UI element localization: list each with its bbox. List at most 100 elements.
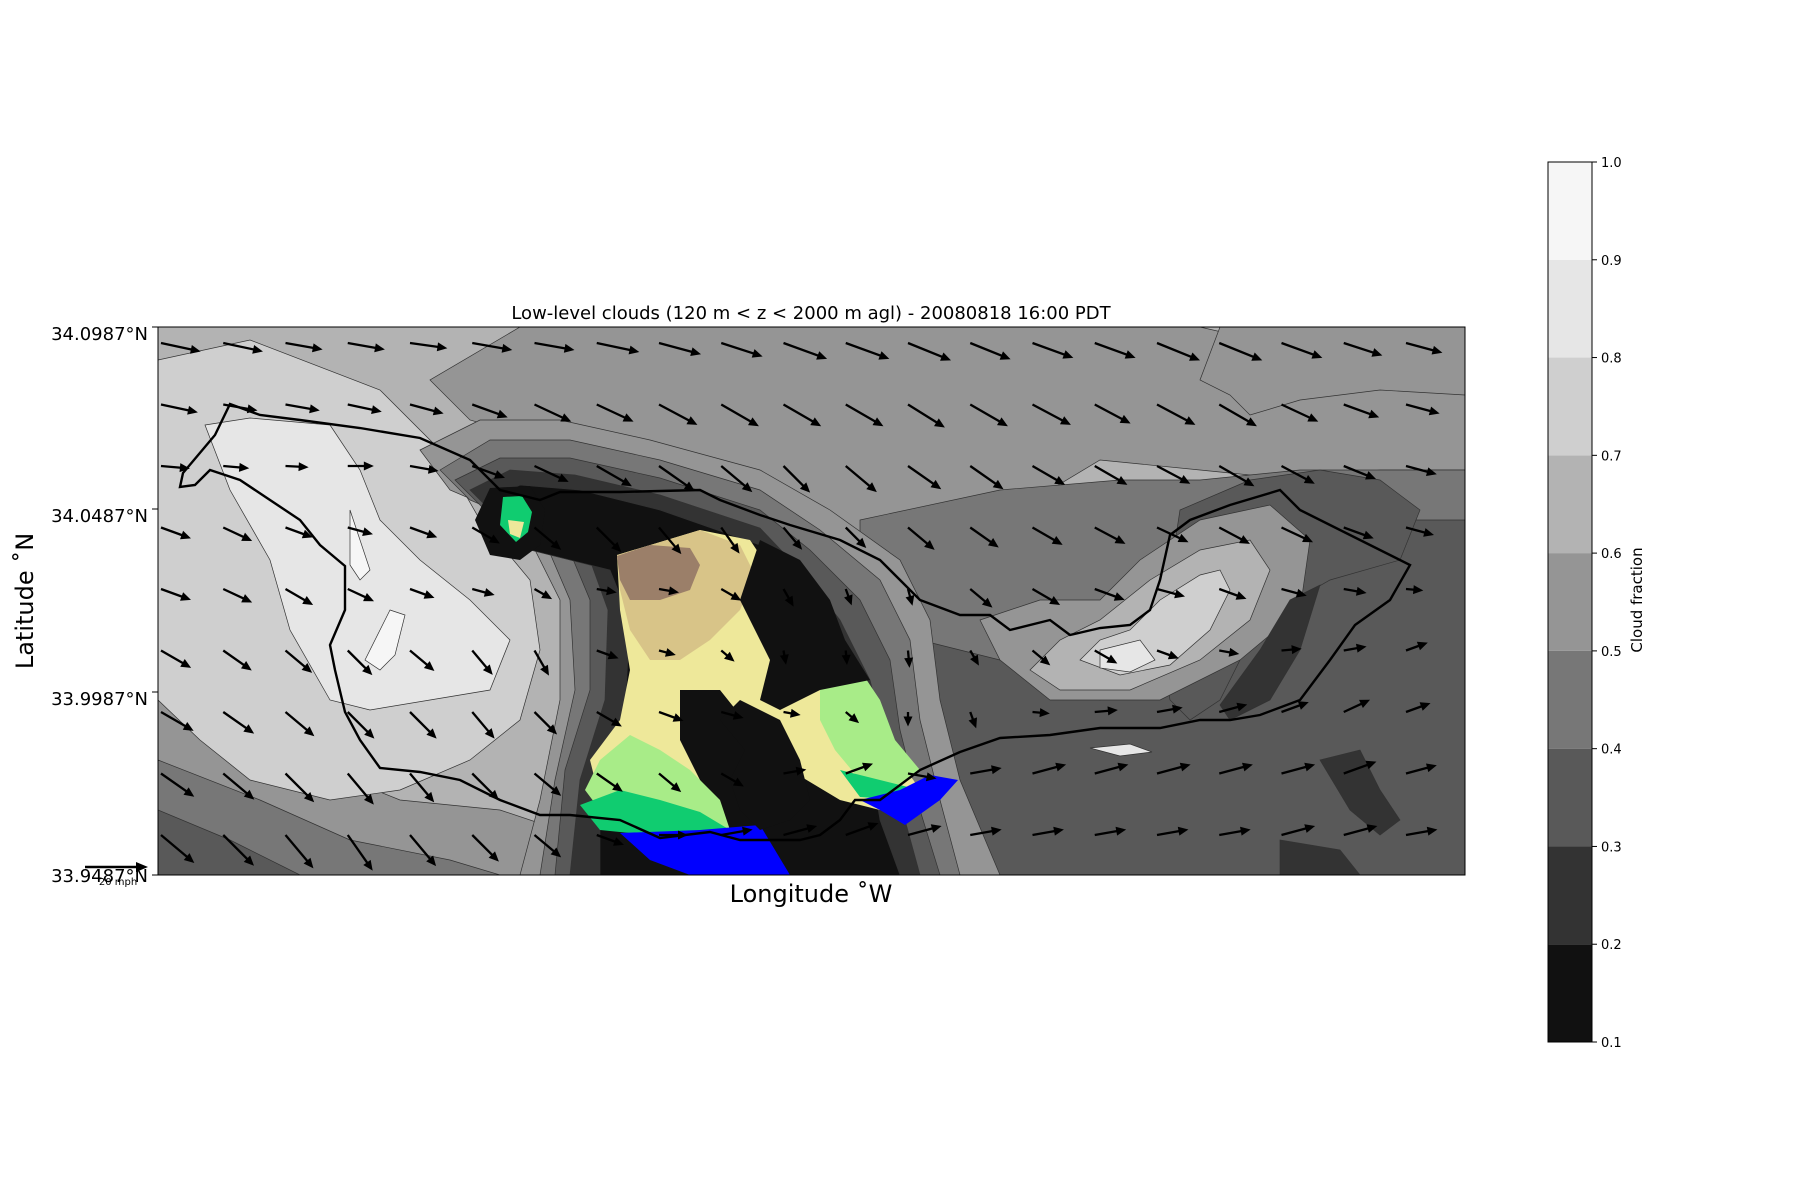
colorbar-tick-label: 0.8: [1601, 352, 1622, 367]
wind-arrowhead: [1184, 416, 1196, 425]
wind-arrow: [1343, 341, 1378, 355]
wind-arrow: [969, 526, 995, 545]
wind-arrow: [845, 824, 874, 837]
wind-arrowhead: [622, 413, 634, 422]
wind-arrowhead: [810, 417, 822, 427]
wind-arrowhead: [1177, 533, 1189, 543]
wind-arrow: [534, 403, 567, 421]
wind-arrow: [346, 649, 369, 672]
wind-arrowhead: [1368, 409, 1380, 419]
wind-arrow: [347, 341, 380, 350]
wind-arrowhead: [741, 482, 753, 493]
wind-arrowhead: [1179, 762, 1191, 772]
wind-arrow: [222, 834, 251, 863]
contour-spot-right-3: [1279, 839, 1361, 875]
wind-arrowhead: [732, 711, 744, 720]
wind-arrow: [534, 341, 569, 351]
wind-arrow: [1094, 587, 1120, 599]
wind-arrowhead: [730, 591, 742, 601]
wind-arrow: [471, 464, 500, 477]
wind-arrowhead: [1426, 826, 1438, 836]
contour-band-bottom-left-3: [158, 809, 301, 875]
wind-arrowhead: [930, 824, 942, 833]
colorbar-level-4: [1548, 553, 1592, 651]
wind-arrow: [1281, 826, 1310, 837]
wind-arrowhead: [240, 661, 252, 671]
wind-arrowhead: [246, 404, 258, 414]
wind-arrow: [1156, 764, 1186, 775]
wind-arrow: [1031, 465, 1061, 483]
colorbar-level-0: [1548, 944, 1592, 1042]
wind-arrowhead: [1116, 475, 1128, 485]
wind-arrow: [907, 465, 938, 487]
wind-arrowhead: [1240, 826, 1251, 836]
wind-arrowhead: [690, 347, 702, 357]
wind-arrowhead: [732, 777, 744, 787]
wind-arrow: [160, 341, 196, 352]
wind-arrow: [907, 526, 931, 547]
wind-arrowhead: [1114, 535, 1126, 544]
colorbar-tick-label: 0.5: [1601, 645, 1622, 660]
wind-arrow: [596, 772, 619, 790]
wind-arrowhead: [930, 479, 942, 490]
wind-arrow: [1281, 526, 1309, 541]
y-axis: 34.0987°N 34.0487°N 33.9987°N 33.9487°N …: [11, 324, 158, 887]
wind-arrowhead: [613, 837, 625, 846]
wind-arrowhead: [1124, 350, 1136, 359]
wind-arrow: [533, 711, 554, 732]
wind-arrowhead: [302, 596, 314, 605]
wind-arrowhead: [301, 529, 313, 539]
wind-arrowhead: [992, 479, 1004, 490]
wind-arrow: [284, 588, 309, 603]
wind-arrow: [720, 526, 738, 550]
colorbar-tick-label: 0.1: [1601, 1036, 1622, 1051]
wind-arrowhead: [1295, 588, 1307, 598]
wind-arrow: [1343, 403, 1374, 417]
wind-arrowhead: [1291, 645, 1302, 655]
wind-arrowhead: [363, 461, 374, 471]
wind-arrow: [160, 834, 191, 860]
wind-arrow: [472, 341, 507, 351]
wind-arrow: [534, 464, 564, 481]
wind-arrowhead: [862, 762, 874, 772]
wind-arrow: [409, 711, 434, 736]
colorbar-tick-label: 0.9: [1601, 254, 1622, 269]
wind-arrowhead: [243, 855, 255, 866]
wind-arrowhead: [1307, 413, 1319, 422]
wind-arrowhead: [1365, 471, 1377, 480]
wind-arrow: [1032, 341, 1069, 357]
wind-arrowhead: [1039, 655, 1051, 666]
wind-arrow: [471, 834, 496, 859]
wind-arrowhead: [999, 351, 1011, 360]
wind-arrow: [782, 465, 807, 490]
wind-arrow: [1094, 403, 1126, 422]
wind-arrow: [1031, 588, 1056, 603]
wind-arrowhead: [686, 416, 698, 425]
colorbar-level-3: [1548, 650, 1592, 749]
wind-arrow: [970, 829, 996, 837]
wind-arrowhead: [301, 662, 313, 673]
colorbar-tick-label: 1.0: [1601, 156, 1622, 171]
y-tick-label: 33.9987°N: [51, 689, 148, 710]
contour-band-bottom-left-2: [158, 759, 501, 875]
wind-arrow: [346, 711, 371, 736]
wind-arrowhead: [1359, 699, 1371, 709]
wind-arrow: [1094, 526, 1121, 543]
wind-arrow: [1405, 829, 1432, 837]
wind-arrowhead: [423, 590, 435, 599]
wind-arrowhead: [610, 717, 622, 727]
wind-arrow: [970, 767, 996, 775]
wind-arrowhead: [546, 724, 558, 735]
wind-arrow: [346, 772, 371, 801]
contour-blob-right-white: [1099, 639, 1156, 673]
wind-arrowhead: [550, 539, 562, 550]
wind-arrow: [1281, 341, 1318, 357]
wind-arrowhead: [611, 541, 622, 553]
wind-arrowhead: [309, 404, 320, 414]
contour-canyon: [740, 540, 870, 710]
wind-arrow: [1405, 403, 1435, 414]
wind-arrowhead: [1431, 345, 1443, 355]
wind-arrow: [222, 649, 248, 668]
wind-arrow: [222, 587, 248, 601]
colorbar-label: Cloud fraction: [1628, 547, 1646, 652]
